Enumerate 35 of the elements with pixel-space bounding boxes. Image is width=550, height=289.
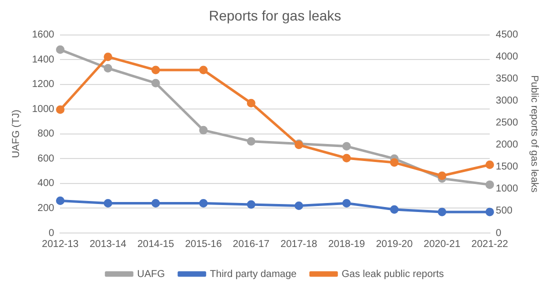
- y-tick-label: 1200: [32, 79, 55, 90]
- legend-label: UAFG: [137, 268, 166, 280]
- x-tick-label: 2013-14: [90, 238, 127, 250]
- y2-tick-label: 4500: [496, 30, 518, 41]
- x-tick-label: 2018-19: [328, 238, 366, 250]
- y2-tick-label: 3000: [496, 96, 518, 107]
- x-tick-label: 2020-21: [424, 238, 461, 250]
- x-tick-label: 2012-13: [42, 238, 80, 250]
- y2-tick-label: 1500: [496, 162, 518, 173]
- x-tick-label: 2016-17: [232, 238, 270, 250]
- legend-label: Gas leak public reports: [342, 268, 444, 280]
- y2-axis-title: Public reports of gas leaks: [528, 75, 540, 193]
- y-tick-label: 400: [38, 178, 55, 190]
- x-tick-label: 2017-18: [280, 238, 318, 250]
- y2-tick-label: 3500: [496, 74, 518, 85]
- x-tick-label: 2021-22: [471, 238, 509, 250]
- y-tick-label: 1000: [32, 104, 55, 115]
- y2-tick-label: 4000: [496, 52, 518, 63]
- chart-title: Reports for gas leaks: [208, 7, 342, 24]
- y2-tick-label: 2500: [496, 118, 518, 129]
- y-tick-label: 600: [38, 153, 55, 164]
- y-tick-label: 800: [38, 128, 55, 140]
- x-tick-label: 2015-16: [185, 238, 222, 250]
- legend-label: Third party damage: [210, 268, 298, 280]
- x-tick-label: 2019-20: [376, 238, 414, 250]
- y-tick-label: 1600: [32, 30, 55, 41]
- y2-tick-label: 0: [496, 228, 502, 239]
- y-tick-label: 1400: [32, 54, 55, 66]
- y-axis-title: UAFG (TJ): [10, 110, 22, 158]
- x-tick-label: 2014-15: [137, 238, 174, 250]
- y2-tick-label: 500: [496, 206, 513, 217]
- y-tick-label: 200: [38, 202, 55, 214]
- y2-tick-label: 1000: [496, 184, 518, 195]
- y2-tick-label: 2000: [496, 140, 518, 151]
- y-tick-label: 0: [48, 228, 55, 239]
